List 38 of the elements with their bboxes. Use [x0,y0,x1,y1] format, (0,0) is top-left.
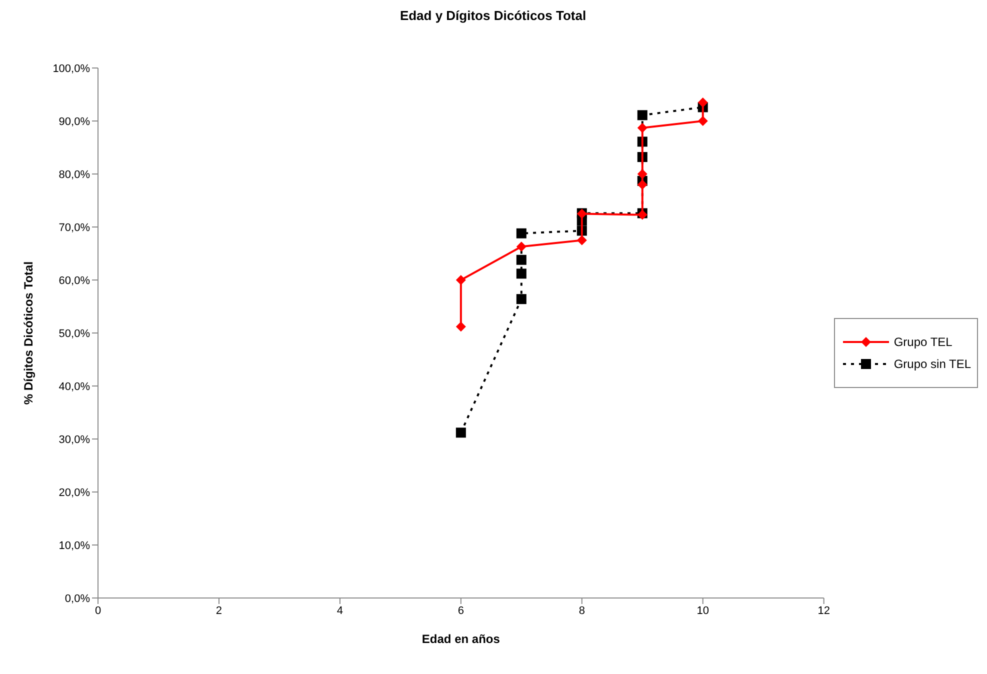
y-tick-label: 70,0% [58,222,90,234]
point [576,235,587,246]
point [456,275,466,285]
x-tick-label: 8 [578,604,585,617]
point [456,322,466,332]
point [637,122,648,133]
y-tick-label: 60,0% [58,274,90,287]
point [516,242,526,252]
point [456,428,466,438]
point [637,169,648,179]
y-tick-label: 10,0% [58,540,90,552]
y-tick-label: 40,0% [58,380,90,393]
x-tick-label: 6 [458,604,464,617]
x-tick-label: 10 [696,604,709,617]
y-tick-label: 30,0% [58,434,90,446]
y-axis-title: % Dígitos Dicóticos Total [21,261,36,405]
point [698,116,708,126]
y-tick-label: 80,0% [58,168,90,181]
y-tick-label: 20,0% [58,486,90,499]
x-tick-label: 4 [336,604,344,617]
y-tick-label: 0,0% [64,592,90,605]
y-tick-label: 90,0% [58,116,90,128]
chart-title: Edad y Dígitos Dicóticos Total [398,8,588,25]
point [637,180,648,190]
point [698,97,708,108]
y-tick-label: 100,0% [52,62,90,75]
point [516,254,526,265]
x-tick-label: 12 [818,604,830,617]
y-tick-label: 50,0% [58,328,90,340]
legend-label: Grupo sin TEL [894,357,971,371]
point [637,110,648,120]
point [516,228,526,238]
point [516,294,526,304]
legend-label: Grupo TEL [894,335,952,349]
point [516,268,526,279]
x-axis-title: Edad en años [422,632,500,646]
x-tick-label: 2 [216,604,222,617]
x-tick-label: 0 [94,604,102,617]
